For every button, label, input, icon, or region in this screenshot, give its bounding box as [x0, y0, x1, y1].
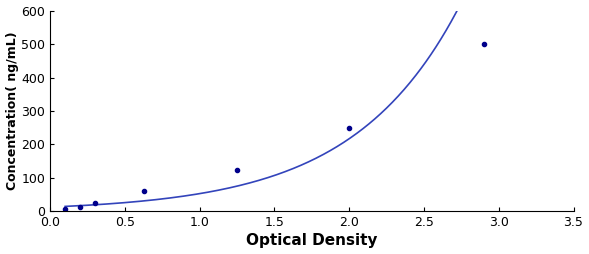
- Y-axis label: Concentration( ng/mL): Concentration( ng/mL): [5, 32, 19, 190]
- X-axis label: Optical Density: Optical Density: [246, 233, 378, 248]
